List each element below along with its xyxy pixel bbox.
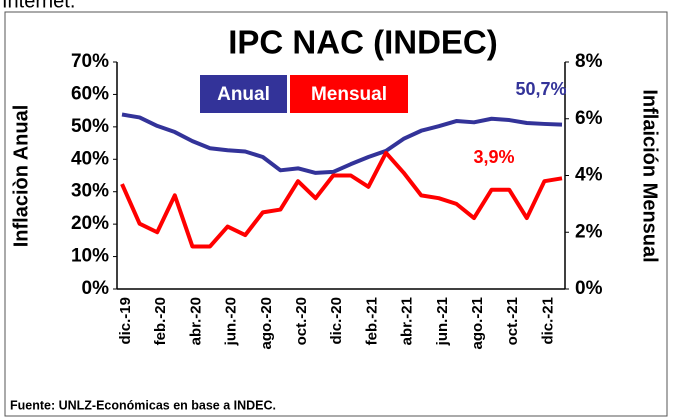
y-tick-label: 0% xyxy=(82,278,110,299)
line-series xyxy=(121,112,563,175)
x-tick-label: oct.-21 xyxy=(504,297,521,345)
x-tick-label: feb.-21 xyxy=(363,297,380,345)
x-tick-label: abr.-21 xyxy=(399,297,416,345)
y2-tick-label: 2% xyxy=(575,221,603,242)
y-tick-label: 70% xyxy=(71,51,109,72)
x-tick-label: jun.-21 xyxy=(434,297,451,346)
line-series xyxy=(120,150,563,249)
x-tick-label: dic.-21 xyxy=(539,297,556,345)
x-tick-label: feb.-20 xyxy=(152,297,169,345)
y-tick-label: 10% xyxy=(71,246,109,267)
y-tick-label: 50% xyxy=(71,116,109,137)
y-axis-label: Inflaciòn Anual xyxy=(10,105,32,248)
chart-title: IPC NAC (INDEC) xyxy=(228,24,498,61)
x-tick-label: ago.-20 xyxy=(258,297,275,350)
x-tick-label: dic.-19 xyxy=(117,297,134,345)
y2-tick-label: 8% xyxy=(575,51,603,72)
y-tick-label: 60% xyxy=(71,83,109,104)
legend-box xyxy=(290,75,408,113)
y-tick-label: 30% xyxy=(71,181,109,202)
caption: Internet. xyxy=(2,0,75,12)
x-tick-label: jun.-20 xyxy=(223,297,240,346)
x-tick-label: ago.-21 xyxy=(469,297,486,350)
y-tick-label: 20% xyxy=(71,213,109,234)
x-tick-label: abr.-20 xyxy=(187,297,204,345)
chart-frame xyxy=(4,11,668,417)
annotation: 3,9% xyxy=(473,147,514,167)
y2-tick-label: 0% xyxy=(575,278,603,299)
y2-axis-label: Inflaición Mensual xyxy=(639,89,661,262)
source: Fuente: UNLZ-Económicas en base a INDEC. xyxy=(10,398,276,412)
legend-label: Anual xyxy=(217,84,270,105)
y2-tick-label: 4% xyxy=(575,165,603,186)
y-tick-label: 40% xyxy=(71,148,109,169)
annotation: 50,7% xyxy=(515,79,566,99)
legend-box xyxy=(200,75,287,113)
x-tick-label: dic.-20 xyxy=(328,297,345,345)
legend-label: Mensual xyxy=(311,84,387,105)
x-tick-label: oct.-20 xyxy=(293,297,310,345)
y2-tick-label: 6% xyxy=(575,108,603,129)
